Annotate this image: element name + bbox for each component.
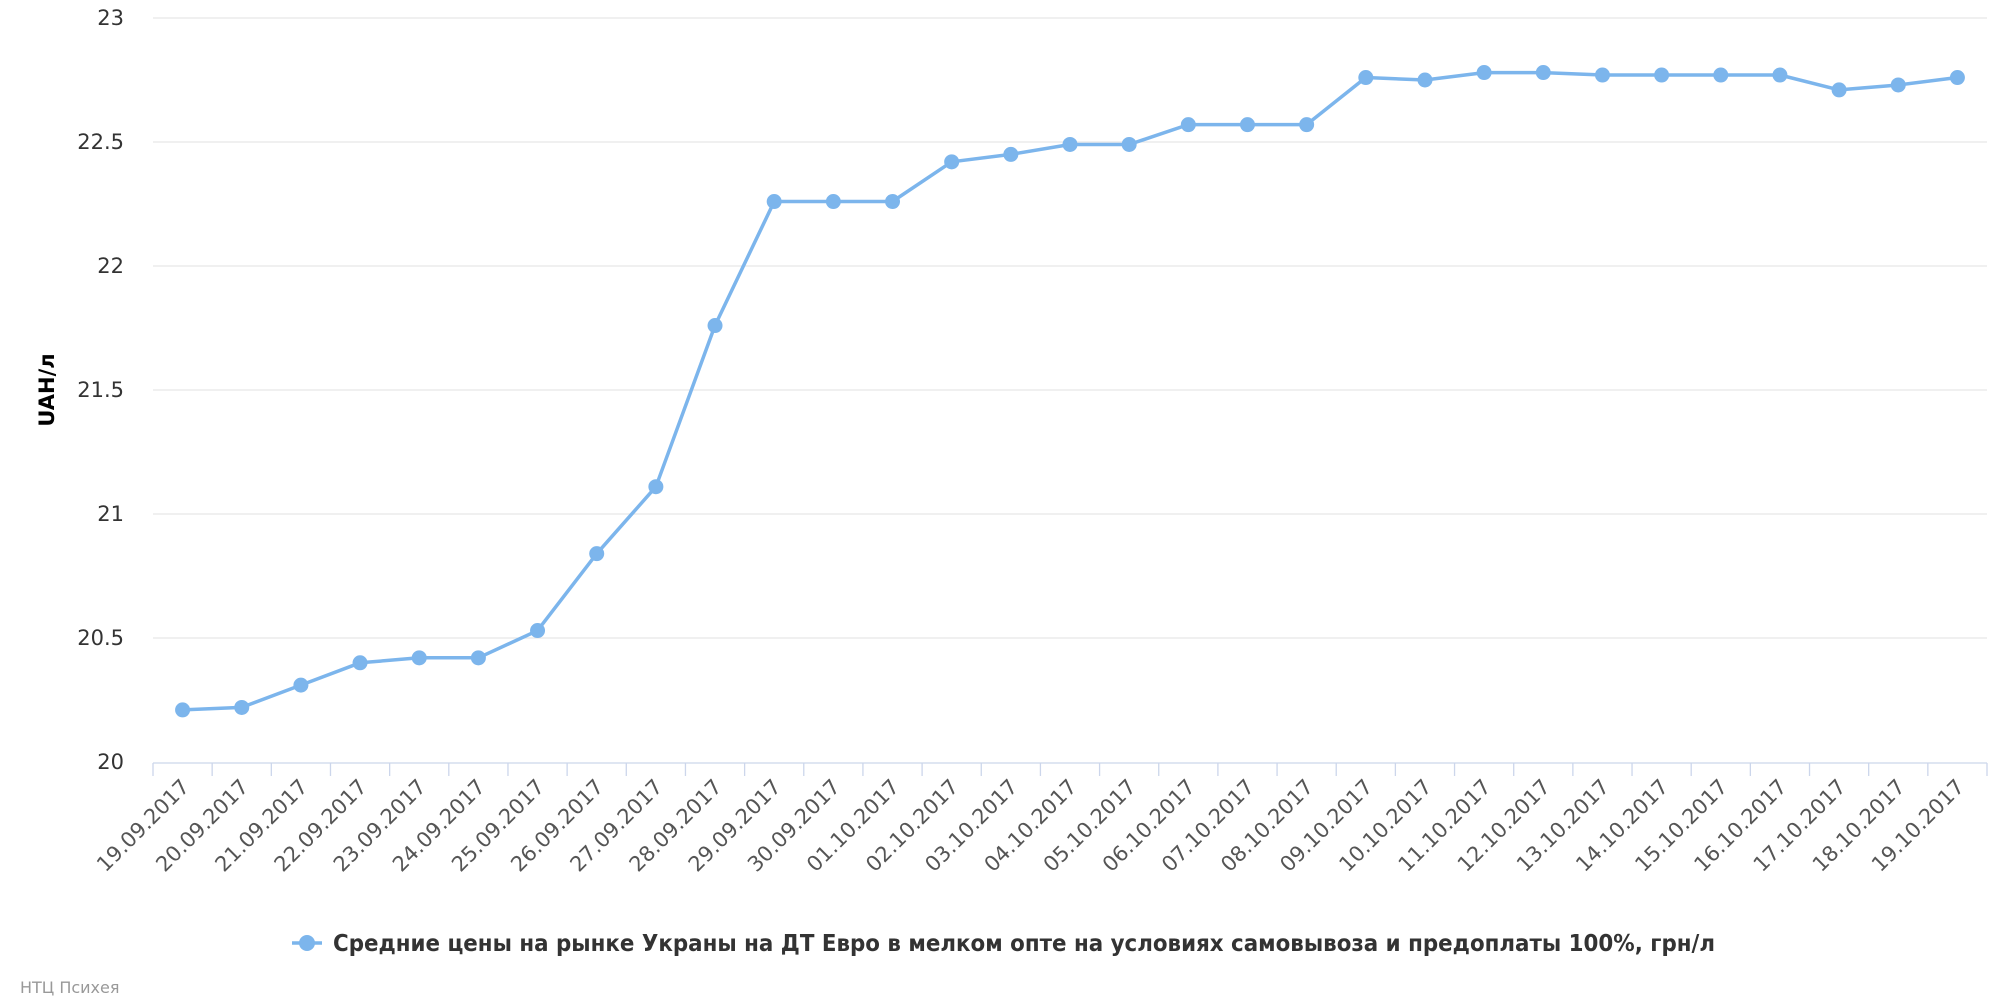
y-tick-label: 20 <box>97 750 124 774</box>
data-point[interactable] <box>1358 70 1374 86</box>
data-point[interactable] <box>1239 117 1255 133</box>
x-axis-ticks <box>152 763 1988 776</box>
data-point[interactable] <box>766 194 782 210</box>
legend[interactable]: Средние цены на рынке Украны на ДТ Евро … <box>292 931 1715 957</box>
y-tick-label: 21.5 <box>77 378 124 402</box>
data-point[interactable] <box>470 650 486 666</box>
y-tick-label: 20.5 <box>77 626 124 650</box>
data-point[interactable] <box>885 194 901 210</box>
data-point[interactable] <box>1476 65 1492 81</box>
y-tick-label: 22.5 <box>77 130 124 154</box>
data-point[interactable] <box>352 655 368 671</box>
data-point[interactable] <box>1654 67 1670 83</box>
credit-label[interactable]: НТЦ Психея <box>20 978 119 997</box>
data-point[interactable] <box>1594 67 1610 83</box>
data-point[interactable] <box>1417 72 1433 88</box>
legend-label: Средние цены на рынке Украны на ДТ Евро … <box>333 931 1715 957</box>
data-point[interactable] <box>1890 77 1906 93</box>
legend-marker <box>299 935 315 951</box>
data-point[interactable] <box>411 650 427 666</box>
data-point[interactable] <box>648 479 664 495</box>
data-point[interactable] <box>530 623 546 639</box>
data-point[interactable] <box>1180 117 1196 133</box>
data-point[interactable] <box>1831 82 1847 98</box>
data-point[interactable] <box>1299 117 1315 133</box>
data-point[interactable] <box>1772 67 1788 83</box>
y-tick-label: 22 <box>97 254 124 278</box>
data-point[interactable] <box>589 546 605 562</box>
data-point[interactable] <box>234 699 250 715</box>
grid-lines <box>153 17 1987 639</box>
data-point[interactable] <box>175 702 191 718</box>
data-point[interactable] <box>1003 146 1019 162</box>
data-point[interactable] <box>707 318 723 334</box>
data-point[interactable] <box>1535 65 1551 81</box>
series-points <box>175 65 1965 718</box>
y-tick-label: 23 <box>97 6 124 30</box>
data-point[interactable] <box>1121 136 1137 152</box>
y-axis-ticks: 20 20.5 21 21.5 22 22.5 23 <box>77 6 124 774</box>
data-point[interactable] <box>825 194 841 210</box>
data-point[interactable] <box>944 154 960 170</box>
data-point[interactable] <box>293 677 309 693</box>
y-tick-label: 21 <box>97 502 124 526</box>
series-line <box>182 70 1958 712</box>
data-point[interactable] <box>1713 67 1729 83</box>
y-axis-label: UAH/л <box>35 353 59 426</box>
data-point[interactable] <box>1062 136 1078 152</box>
x-axis-labels: 19.09.201720.09.201721.09.201722.09.2017… <box>92 775 1969 877</box>
data-point[interactable] <box>1949 70 1965 86</box>
